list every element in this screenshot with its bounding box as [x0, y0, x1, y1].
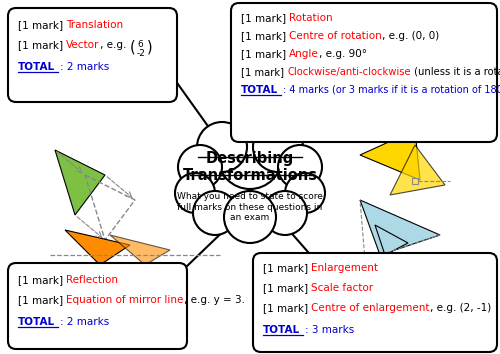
- Text: [1 mark]: [1 mark]: [241, 31, 290, 41]
- Text: What you need to state to score
full marks on these questions in
an exam: What you need to state to score full mar…: [177, 192, 323, 222]
- Polygon shape: [375, 225, 408, 255]
- Text: , e.g. (2, -1): , e.g. (2, -1): [430, 303, 491, 313]
- Text: Centre of enlargement: Centre of enlargement: [312, 303, 430, 313]
- Circle shape: [197, 122, 247, 172]
- Text: [1 mark]: [1 mark]: [241, 67, 287, 77]
- Text: [1 mark]: [1 mark]: [241, 49, 290, 59]
- Text: [1 mark]: [1 mark]: [263, 263, 312, 273]
- Text: : 3 marks: : 3 marks: [305, 325, 354, 335]
- Text: [1 mark]: [1 mark]: [18, 275, 66, 285]
- Text: TOTAL: TOTAL: [18, 62, 55, 72]
- Text: : 4 marks (or 3 marks if it is a rotation of 180°): : 4 marks (or 3 marks if it is a rotatio…: [283, 85, 500, 95]
- Circle shape: [285, 173, 325, 213]
- Text: [1 mark]: [1 mark]: [18, 40, 66, 50]
- Text: (unless it is a rotation of 180°): (unless it is a rotation of 180°): [411, 67, 500, 77]
- Polygon shape: [360, 200, 440, 255]
- Circle shape: [178, 145, 222, 189]
- Text: , e.g.: , e.g.: [100, 40, 130, 50]
- Polygon shape: [55, 150, 105, 215]
- Text: Vector: Vector: [66, 40, 100, 50]
- Text: , e.g. (0, 0): , e.g. (0, 0): [382, 31, 440, 41]
- Text: 6: 6: [137, 40, 143, 49]
- FancyBboxPatch shape: [253, 253, 497, 352]
- Polygon shape: [390, 145, 445, 195]
- Text: Reflection: Reflection: [66, 275, 118, 285]
- Text: [1 mark]: [1 mark]: [18, 20, 66, 30]
- Text: TOTAL: TOTAL: [241, 85, 278, 95]
- Circle shape: [224, 191, 276, 243]
- FancyBboxPatch shape: [8, 263, 187, 349]
- Circle shape: [218, 125, 282, 189]
- Text: Enlargement: Enlargement: [312, 263, 378, 273]
- Text: [1 mark]: [1 mark]: [263, 283, 312, 293]
- Text: -2: -2: [137, 49, 146, 58]
- Polygon shape: [65, 230, 130, 265]
- Text: , e.g. 90°: , e.g. 90°: [319, 49, 367, 59]
- Circle shape: [175, 173, 215, 213]
- Text: Centre of rotation: Centre of rotation: [290, 31, 382, 41]
- Circle shape: [253, 122, 303, 172]
- Text: Translation: Translation: [66, 20, 124, 30]
- Text: Clockwise/anti-clockwise: Clockwise/anti-clockwise: [287, 67, 411, 77]
- Text: [1 mark]: [1 mark]: [241, 13, 290, 23]
- Polygon shape: [110, 235, 170, 265]
- Text: Angle: Angle: [290, 49, 319, 59]
- FancyBboxPatch shape: [231, 3, 497, 142]
- Text: : 2 marks: : 2 marks: [60, 317, 109, 327]
- Text: Rotation: Rotation: [290, 13, 333, 23]
- Text: TOTAL: TOTAL: [18, 317, 55, 327]
- Circle shape: [263, 191, 307, 235]
- Text: [1 mark]: [1 mark]: [18, 295, 66, 305]
- Text: Describing
Transformations: Describing Transformations: [182, 151, 318, 183]
- Text: ): ): [147, 40, 152, 55]
- Circle shape: [193, 191, 237, 235]
- Text: : 2 marks: : 2 marks: [60, 62, 109, 72]
- Text: TOTAL: TOTAL: [263, 325, 300, 335]
- Circle shape: [278, 145, 322, 189]
- Polygon shape: [360, 130, 420, 180]
- FancyBboxPatch shape: [8, 8, 177, 102]
- Text: , e.g. y = 3.: , e.g. y = 3.: [184, 295, 245, 305]
- Text: Equation of mirror line: Equation of mirror line: [66, 295, 184, 305]
- Text: [1 mark]: [1 mark]: [263, 303, 312, 313]
- Text: (: (: [130, 40, 136, 55]
- Text: Scale factor: Scale factor: [312, 283, 374, 293]
